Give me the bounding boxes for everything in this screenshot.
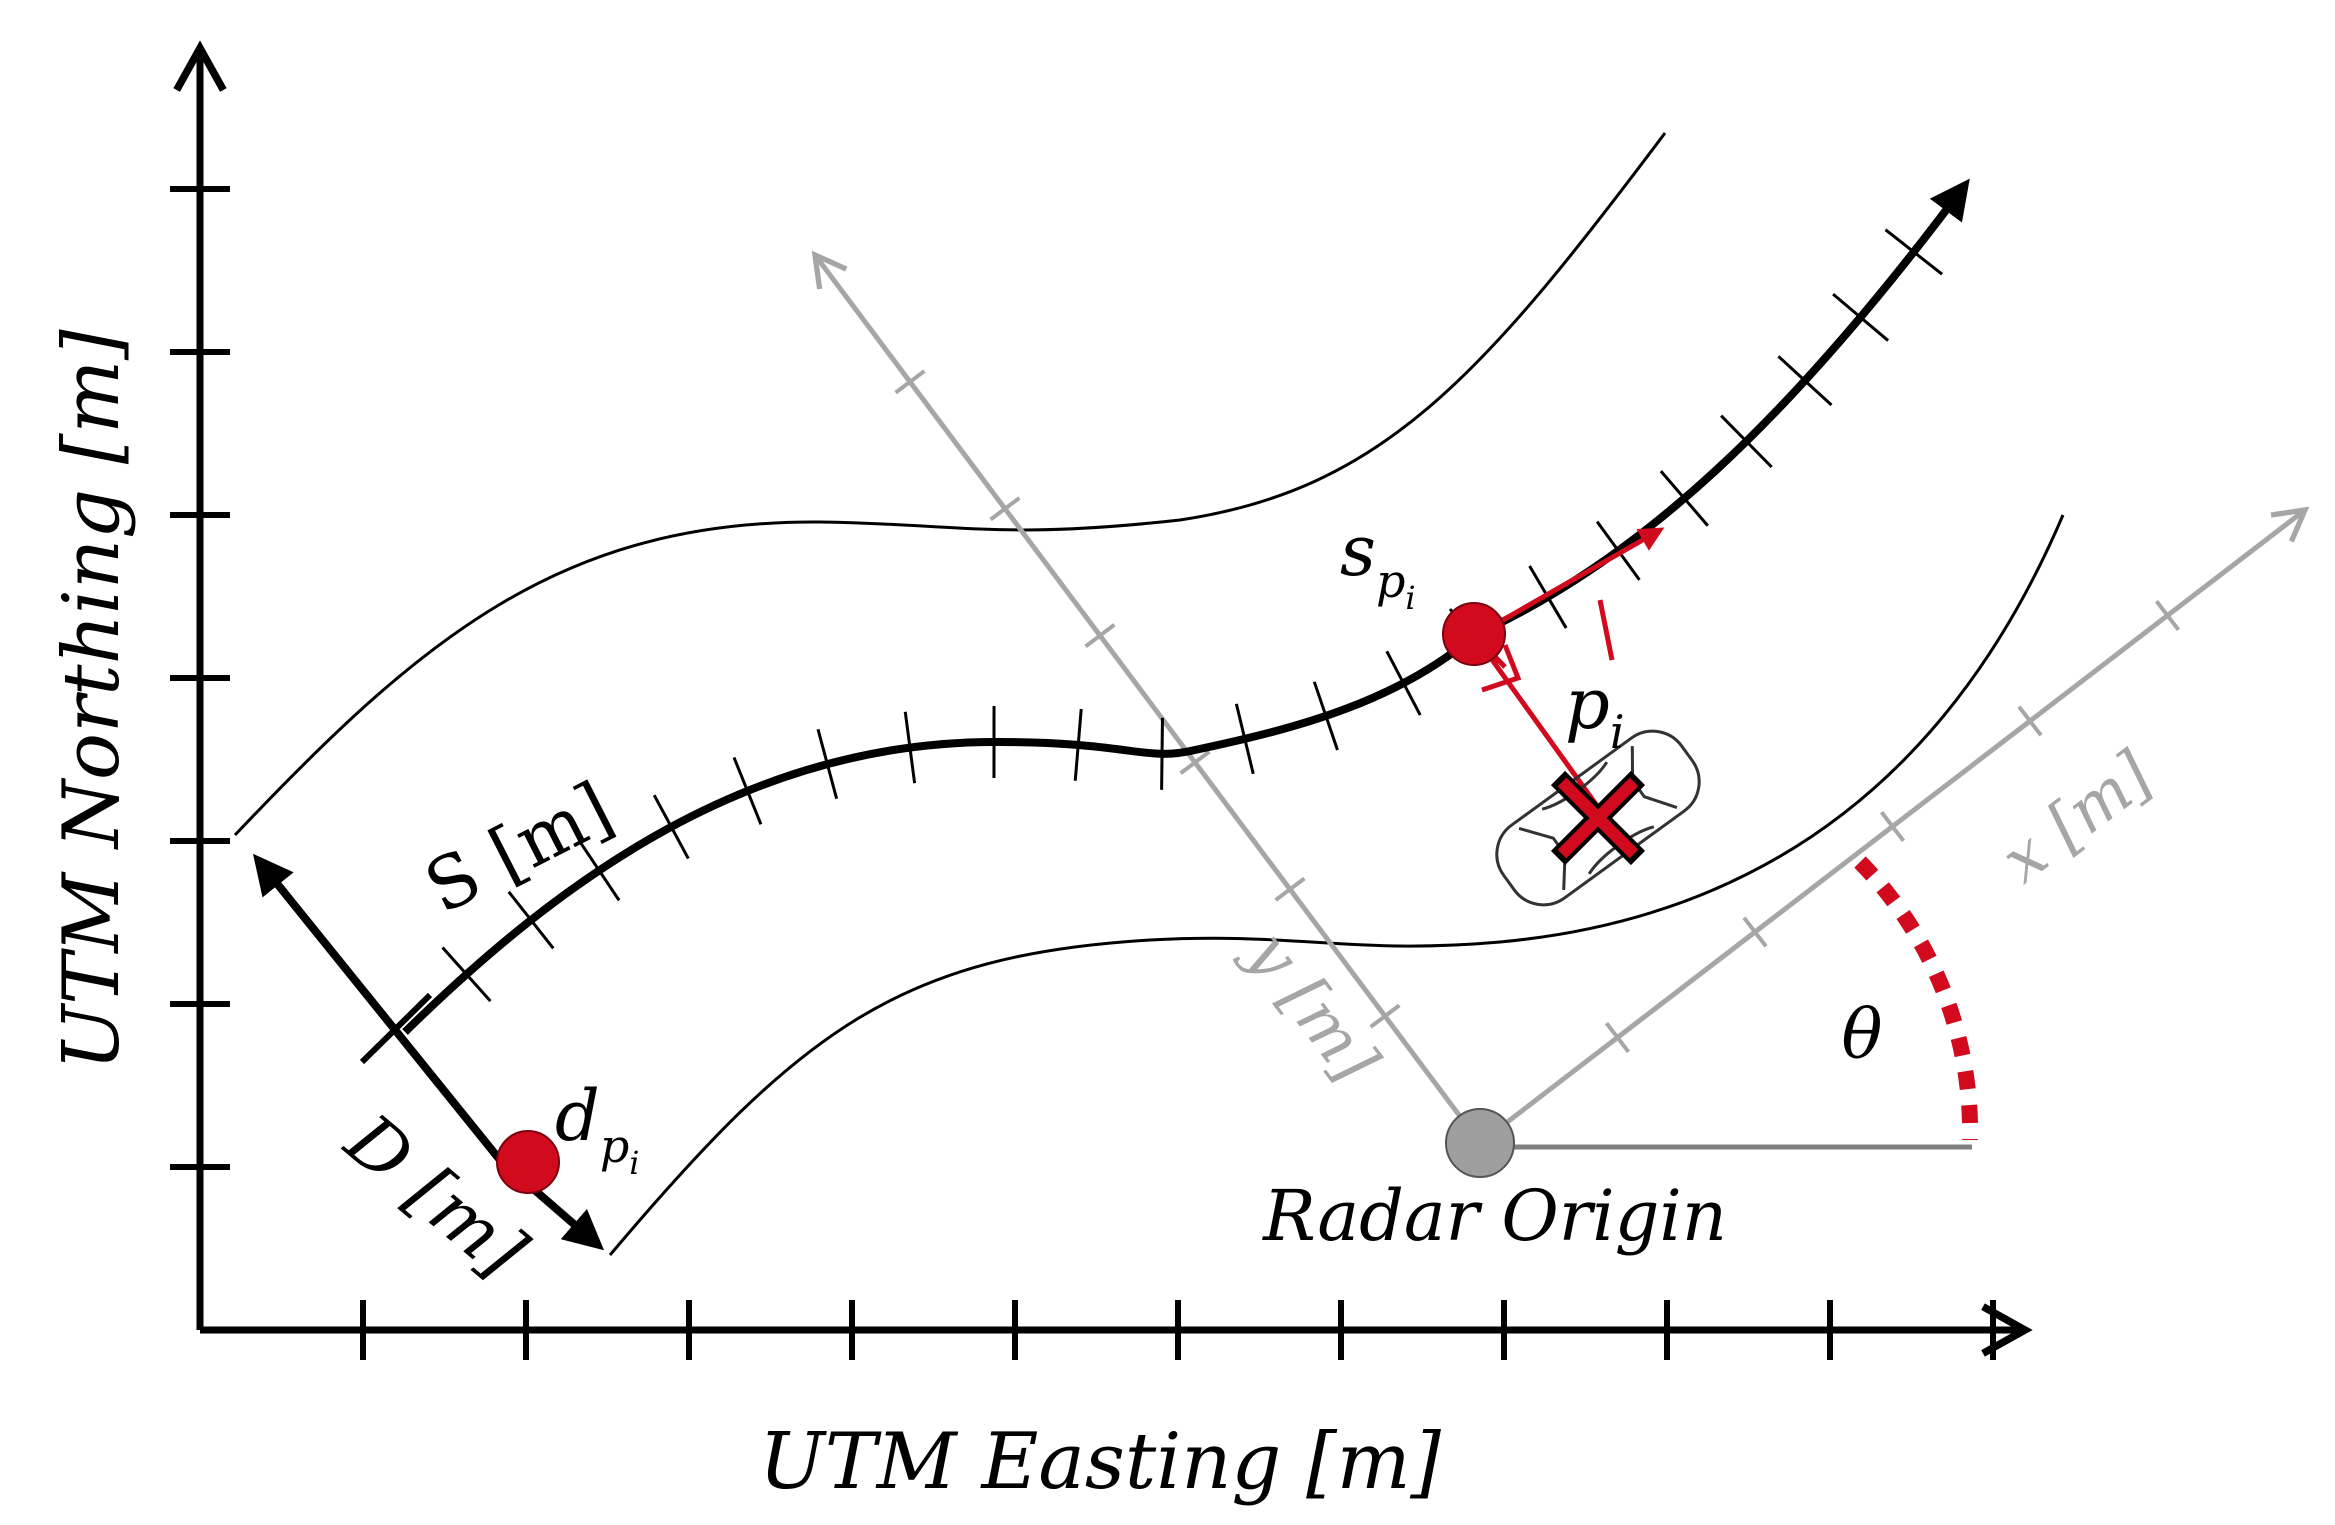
utm-easting-label: UTM Easting [m] (759, 1417, 1442, 1507)
theta-arc (1854, 856, 1979, 1141)
s-axis-tick (1659, 470, 1709, 527)
s-axis-tick (441, 946, 492, 1003)
northing-ticks (170, 186, 230, 1170)
theta-label: θ (1842, 996, 1883, 1075)
projection-markers: spi dpi pi (496, 510, 1701, 1194)
radar-y-tick (1369, 1003, 1401, 1029)
s-axis-tick (732, 756, 763, 825)
s-axis-tick (1073, 708, 1083, 781)
radar-y-ticks (894, 369, 1401, 1029)
road-frame: S [m] D [m] (252, 178, 1970, 1295)
s-origin-tick (359, 992, 433, 1065)
s-axis-curve (402, 178, 1970, 1035)
s-axis-tick (1777, 355, 1833, 407)
radar-y-axis (811, 250, 1483, 1145)
target-cross-icon (1550, 770, 1646, 866)
d-axis-label: D [m] (329, 1096, 542, 1294)
road-right-edge (608, 514, 2065, 1256)
tangent-vector-stub (1597, 599, 1615, 661)
s-axis-tick (652, 794, 690, 860)
radar-x-tick (2017, 705, 2043, 737)
s-axis-tick (1884, 228, 1943, 276)
radar-x-tick (2154, 600, 2181, 631)
s-axis-tick (1595, 520, 1641, 581)
s-axis-tick (1312, 681, 1339, 751)
s-projection-point (1442, 602, 1506, 666)
tangent-vector (1473, 527, 1665, 639)
s-axis-tick (903, 711, 917, 784)
s-axis-tick (577, 839, 621, 902)
radar-y-tick (1179, 750, 1211, 775)
s-axis-tick (1160, 717, 1164, 790)
radar-x-tick (1879, 811, 1906, 842)
s-axis-tick (507, 890, 555, 950)
projection-line (1472, 634, 1603, 812)
s-axis-tick (1385, 650, 1422, 716)
target-point-label: pi (1565, 663, 1625, 759)
d-point-label: dpi (555, 1075, 640, 1182)
radar-y-tick (1274, 876, 1306, 902)
s-axis-ticks (441, 228, 1943, 1003)
radar-y-tick (894, 369, 926, 395)
d-axis-up (252, 853, 504, 1163)
s-axis-tick (1832, 292, 1890, 342)
road-boundaries (233, 132, 2065, 1256)
radar-x-label: x [m] (1988, 738, 2167, 898)
road-left-edge (233, 132, 1667, 837)
radar-y-tick (1084, 623, 1116, 648)
s-axis-tick (816, 728, 839, 800)
radar-x-tick (1604, 1022, 1631, 1053)
radar-origin-label: Radar Origin (1261, 1175, 1727, 1257)
radar-origin-point (1445, 1108, 1515, 1178)
right-angle-marker (1481, 644, 1522, 693)
d-projection-point (496, 1130, 560, 1194)
radar-x-tick (1742, 916, 1768, 948)
utm-northing-label: UTM Northing [m] (47, 329, 137, 1071)
easting-ticks (360, 1300, 1996, 1360)
radar-x-ticks (1604, 600, 2181, 1053)
radar-y-tick (989, 496, 1021, 522)
s-axis-tick (1720, 414, 1773, 469)
s-axis-tick (1234, 703, 1255, 775)
s-point-label: spi (1340, 510, 1416, 617)
utm-axes: UTM Easting [m] UTM Northing [m] (47, 40, 2033, 1507)
